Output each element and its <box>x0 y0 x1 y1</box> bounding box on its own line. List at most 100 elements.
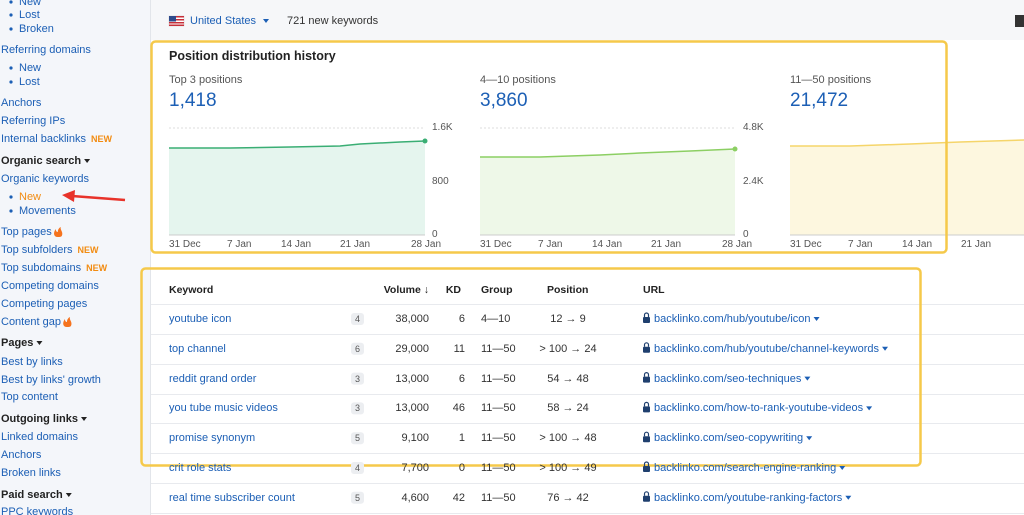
lock-icon <box>643 376 650 383</box>
bullet <box>9 80 13 84</box>
x-tick-label: 14 Jan <box>902 239 933 250</box>
count: 5 <box>354 492 361 503</box>
lock-icon <box>643 495 650 502</box>
sidebar-item: Competing pages <box>1 298 88 310</box>
sidebar-item: Internal backlinks <box>1 133 86 145</box>
new-badge: NEW <box>86 263 108 273</box>
group: 11—50 <box>481 432 516 445</box>
sidebar-item: Best by links' growth <box>1 374 101 386</box>
sidebar-item: Pages <box>1 337 34 349</box>
volume: 29,000 <box>395 342 429 355</box>
chart-value: 1,418 <box>169 90 217 111</box>
kd: 6 <box>458 372 465 385</box>
bullet <box>9 195 13 199</box>
chart-value: 21,472 <box>790 90 849 111</box>
topbar-bg <box>151 0 1024 40</box>
sidebar-item: Organic keywords <box>1 173 90 185</box>
lock-icon <box>643 406 650 413</box>
count: 6 <box>354 343 361 354</box>
count-badge <box>351 313 364 325</box>
y-tick-label: 800 <box>432 176 449 187</box>
url-caret <box>882 346 889 351</box>
url-link: backlinko.com/how-to-rank-youtube-videos <box>654 402 864 415</box>
y-tick-label: 4.8K <box>743 122 764 133</box>
lock-shackle <box>643 491 650 496</box>
x-tick-label: 31 Dec <box>790 239 822 250</box>
x-tick-label: 21 Jan <box>961 239 992 250</box>
chart-label: Top 3 positions <box>169 74 243 86</box>
sidebar-item: Top subdomains <box>1 262 82 274</box>
sidebar-item: Best by links <box>1 356 63 368</box>
column-header: Position <box>547 284 589 296</box>
chart-label: 4—10 positions <box>480 74 556 86</box>
count-badge <box>351 372 364 385</box>
sidebar-item: Anchors <box>1 97 42 109</box>
count: 5 <box>354 433 361 444</box>
group: 11—50 <box>481 342 516 355</box>
sidebar-item: Top pages <box>1 226 52 238</box>
y-tick-label: 2.4K <box>743 176 764 187</box>
count: 3 <box>354 373 361 384</box>
sidebar-item: Top subfolders <box>1 244 73 256</box>
volume: 13,000 <box>395 372 429 385</box>
sidebar-item: Top content <box>1 391 58 403</box>
x-tick-label: 21 Jan <box>340 239 371 250</box>
panel-title: Position distribution history <box>169 49 336 63</box>
column-header: KD <box>445 284 461 296</box>
chart-label: 11—50 positions <box>790 74 872 86</box>
x-tick-label: 28 Jan <box>411 239 442 250</box>
chart-value: 3,860 <box>480 90 528 111</box>
x-tick-label: 14 Jan <box>592 239 623 250</box>
caret <box>36 341 43 345</box>
lock-icon <box>643 436 650 443</box>
sidebar-item: Paid search <box>1 489 63 501</box>
count-badge <box>351 462 364 474</box>
lock-shackle <box>643 431 650 437</box>
flag <box>168 15 185 27</box>
sidebar-item: New <box>19 191 42 203</box>
sidebar-item: New <box>19 0 42 8</box>
volume: 7,700 <box>401 462 429 474</box>
x-tick-label: 31 Dec <box>480 239 512 250</box>
url-caret <box>839 466 846 470</box>
highlight-box <box>140 267 922 467</box>
sidebar-item: Movements <box>19 205 76 217</box>
url-link: backlinko.com/search-engine-ranking <box>654 462 837 474</box>
sidebar-item: Content gap <box>1 316 61 328</box>
y-tick-label: 0 <box>743 229 749 240</box>
sidebar-item: Lost <box>19 9 40 21</box>
sidebar-item: Referring domains <box>1 44 91 56</box>
kd: 46 <box>452 402 465 415</box>
keyword-link: top channel <box>169 342 226 355</box>
x-tick-label: 7 Jan <box>848 239 873 250</box>
count-badge <box>351 432 364 445</box>
count-badge <box>351 342 364 355</box>
volume: 9,100 <box>401 432 429 445</box>
summary-text: 721 new keywords <box>287 15 379 27</box>
sidebar-item: Broken links <box>1 467 61 479</box>
sidebar-item: Organic search <box>1 155 82 167</box>
sidebar-item: Referring IPs <box>1 115 66 127</box>
group: 11—50 <box>481 491 516 504</box>
chart-2 <box>480 127 738 236</box>
fire-icon <box>54 227 63 237</box>
position: 58 → 24 <box>547 402 589 415</box>
dropdown-caret <box>263 19 269 23</box>
sidebar-bg <box>0 0 150 515</box>
keyword-link: crit role stats <box>169 462 232 474</box>
keyword-link: real time subscriber count <box>169 491 295 504</box>
y-tick-label: 1.6K <box>432 122 453 133</box>
sidebar-item: Anchors <box>1 449 42 461</box>
sidebar-item: PPC keywords <box>1 506 74 515</box>
keyword-link: reddit grand order <box>169 372 257 385</box>
lock-shackle <box>643 372 650 377</box>
x-tick-label: 7 Jan <box>538 239 563 250</box>
url-caret <box>804 376 811 381</box>
kd: 0 <box>458 462 465 474</box>
highlight-box <box>150 40 948 254</box>
x-tick-label: 21 Jan <box>651 239 682 250</box>
sidebar-item: New <box>19 62 42 74</box>
kd: 42 <box>452 491 465 504</box>
bullet <box>9 66 13 70</box>
chart-3 <box>790 139 1024 236</box>
